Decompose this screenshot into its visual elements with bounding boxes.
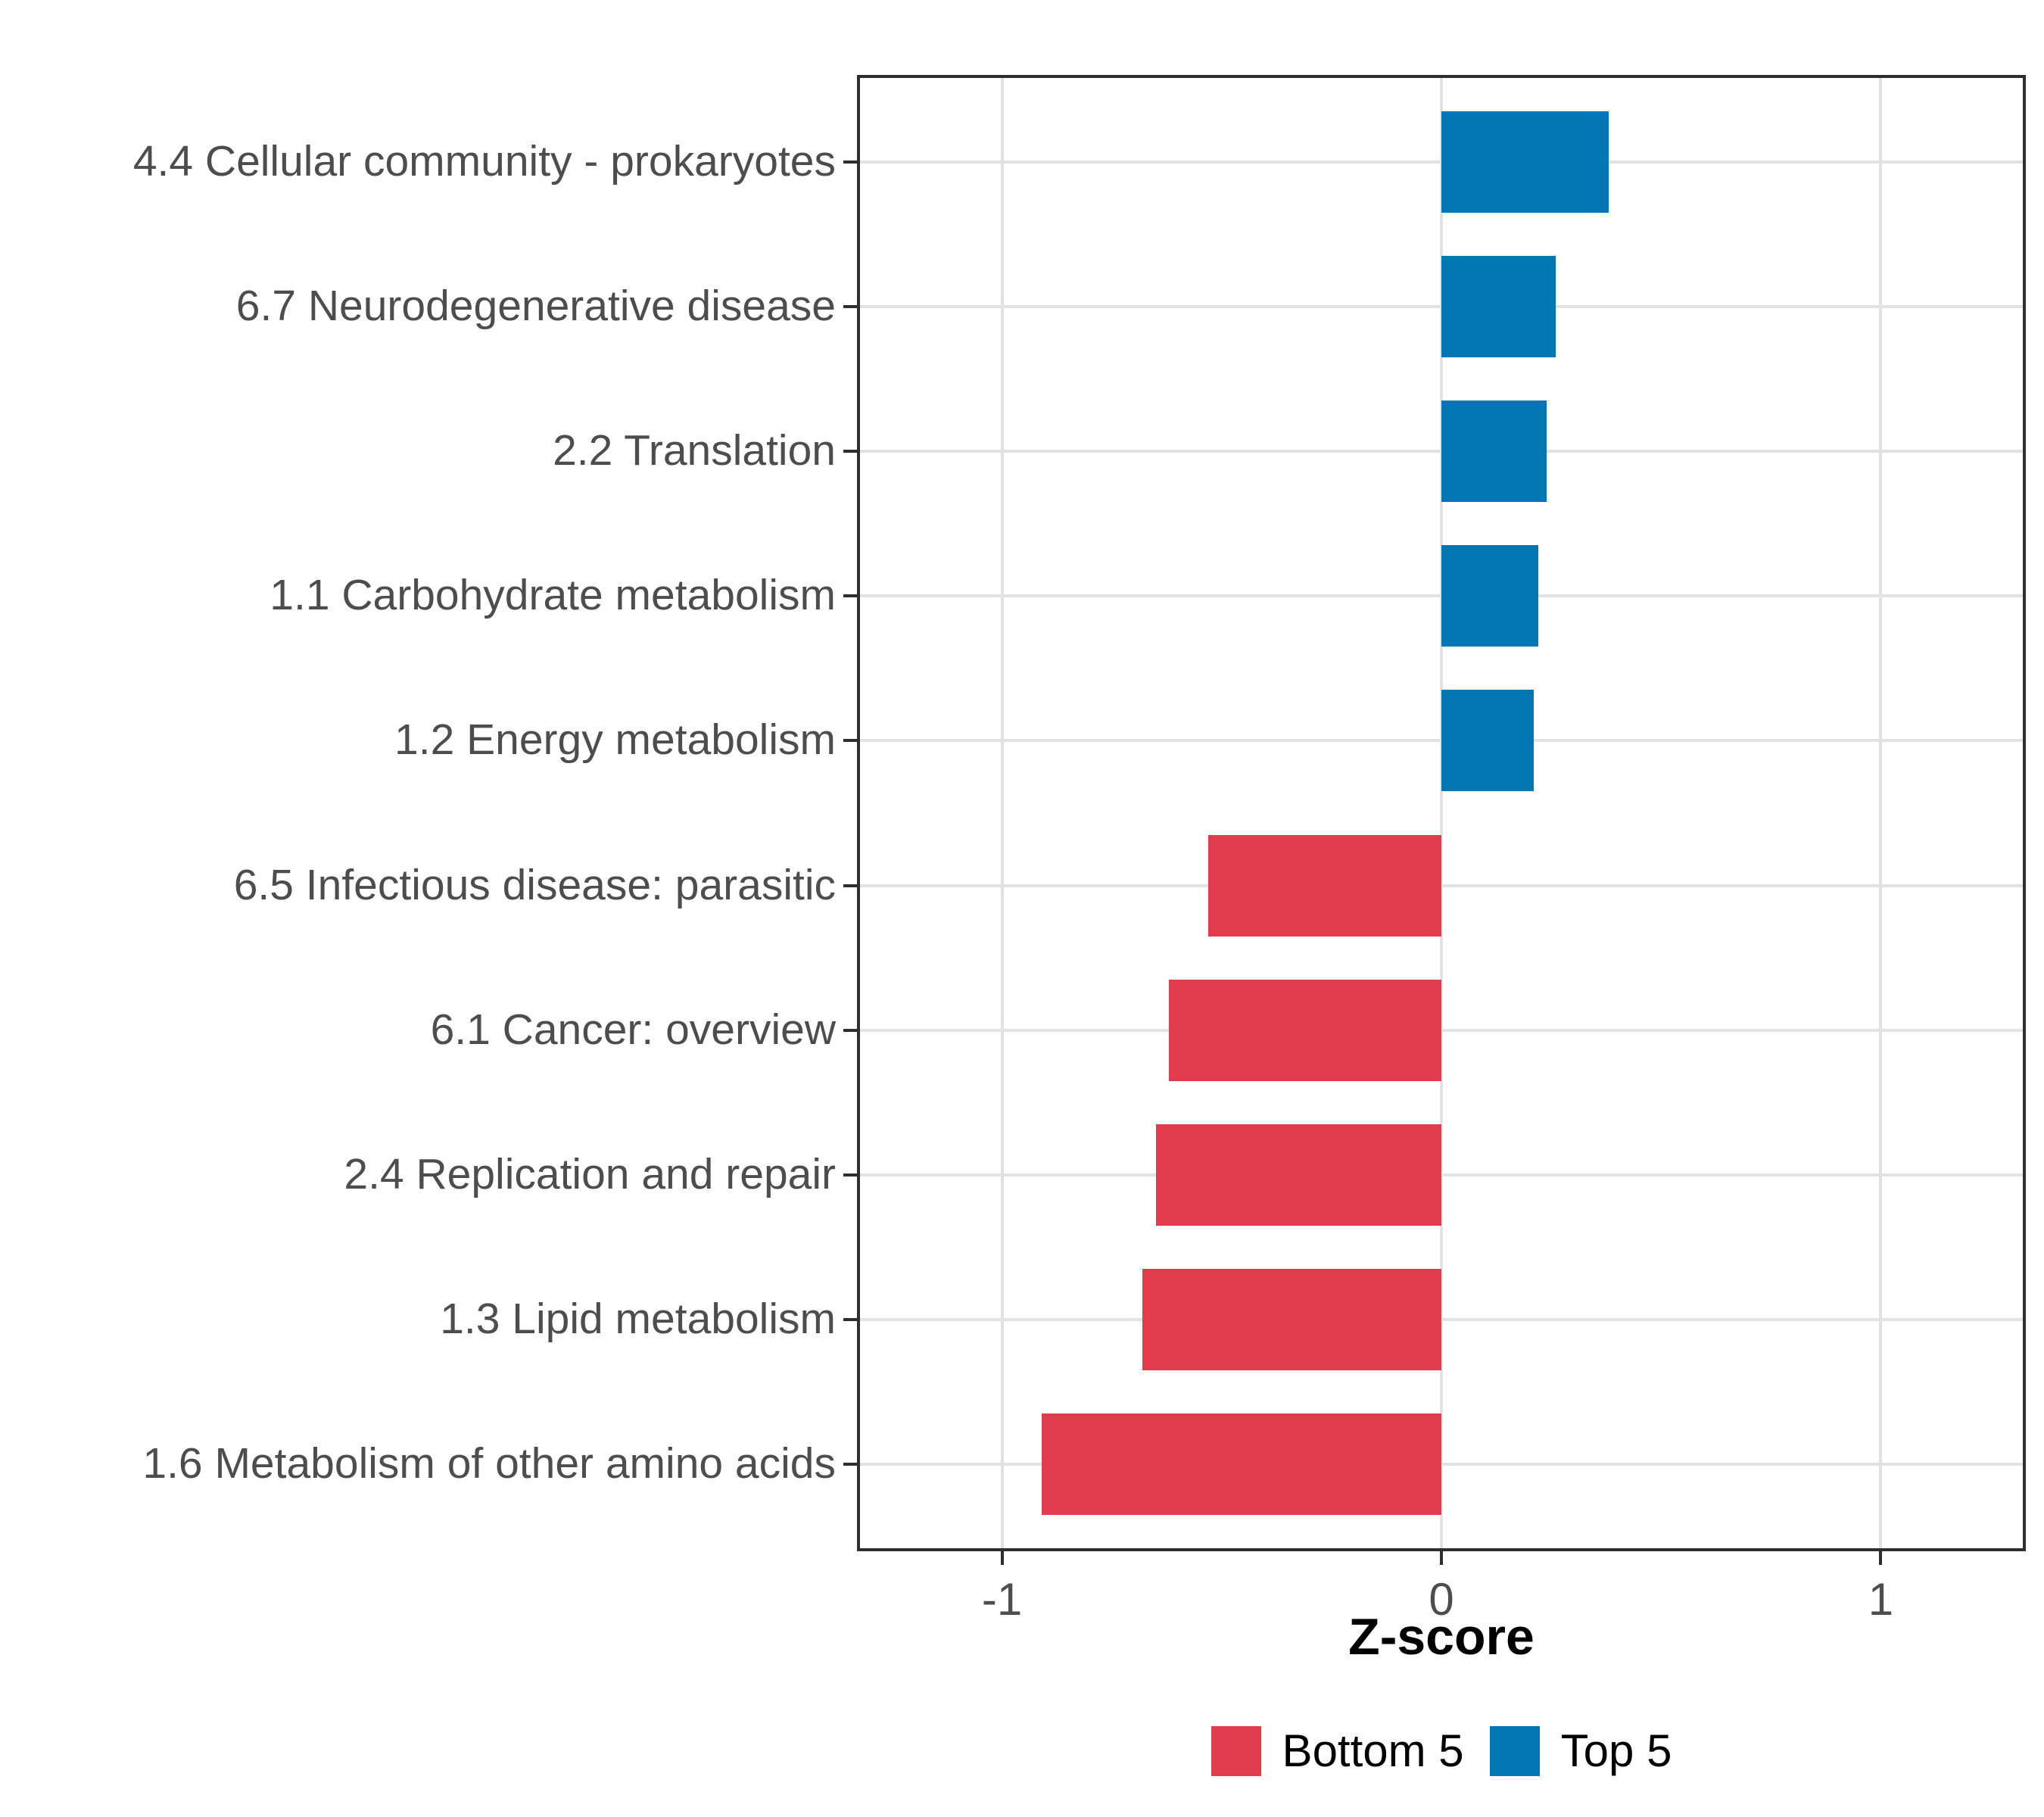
category-label-row5: 1.2 Energy metabolism [394, 715, 836, 765]
legend-item-bottom5: Bottom 5 [1211, 1726, 1464, 1776]
bar-bottom5-row6 [1208, 834, 1441, 937]
category-label-row1: 4.4 Cellular community - prokaryotes [132, 136, 836, 185]
bar-bottom5-row7 [1169, 979, 1441, 1081]
y-tick-mark-row9 [843, 1318, 857, 1322]
legend-label-bottom5: Bottom 5 [1282, 1725, 1464, 1776]
category-label-row2: 6.7 Neurodegenerative disease [235, 282, 836, 331]
category-label-row9: 1.3 Lipid metabolism [440, 1295, 836, 1344]
x-gridline--1 [1000, 75, 1004, 1551]
bar-top5-row3 [1441, 400, 1547, 503]
x-gridline-0 [1440, 75, 1443, 1551]
legend-item-top5: Top 5 [1489, 1725, 1672, 1776]
bar-top5-row2 [1441, 255, 1556, 357]
category-label-row8: 2.4 Replication and repair [344, 1150, 836, 1199]
x-tick-mark-0 [1440, 1551, 1443, 1565]
x-gridline-1 [1879, 75, 1883, 1551]
y-gridline-row9 [857, 1318, 2026, 1322]
y-tick-mark-row1 [843, 160, 857, 164]
x-tick-label-1: 1 [1868, 1574, 1894, 1625]
bar-bottom5-row9 [1142, 1269, 1441, 1371]
y-tick-mark-row7 [843, 1028, 857, 1032]
bar-top5-row4 [1441, 545, 1538, 647]
category-label-row6: 6.5 Infectious disease: parasitic [233, 860, 836, 909]
y-tick-mark-row3 [843, 450, 857, 453]
category-label-row7: 6.1 Cancer: overview [430, 1005, 836, 1054]
x-tick-label--1: -1 [981, 1574, 1023, 1625]
bar-bottom5-row8 [1155, 1124, 1441, 1226]
y-gridline-row7 [857, 1028, 2026, 1032]
y-gridline-row8 [857, 1173, 2026, 1177]
legend-swatch-top5 [1489, 1726, 1540, 1776]
x-tick-label-0: 0 [1429, 1574, 1454, 1625]
y-tick-mark-row2 [843, 304, 857, 308]
x-tick-mark--1 [1000, 1551, 1004, 1565]
y-tick-mark-row6 [843, 884, 857, 887]
y-tick-mark-row5 [843, 739, 857, 743]
legend: Bottom 5 Top 5 [857, 1726, 2026, 1776]
y-tick-mark-row8 [843, 1173, 857, 1177]
x-axis-title: Z-score [1348, 1608, 1535, 1666]
category-label-row3: 2.2 Translation [553, 426, 836, 475]
legend-label-top5: Top 5 [1560, 1725, 1672, 1776]
y-tick-mark-row4 [843, 594, 857, 598]
bar-top5-row5 [1441, 690, 1534, 792]
y-tick-mark-row10 [843, 1463, 857, 1466]
x-tick-mark-1 [1879, 1551, 1883, 1565]
bar-top5-row1 [1441, 111, 1609, 213]
y-gridline-row6 [857, 884, 2026, 887]
y-gridline-row10 [857, 1463, 2026, 1466]
plot-panel [857, 75, 2026, 1551]
legend-swatch-bottom5 [1211, 1726, 1261, 1776]
category-label-row4: 1.1 Carbohydrate metabolism [270, 571, 836, 620]
category-label-row10: 1.6 Metabolism of other amino acids [142, 1439, 836, 1488]
bar-bottom5-row10 [1041, 1413, 1441, 1516]
